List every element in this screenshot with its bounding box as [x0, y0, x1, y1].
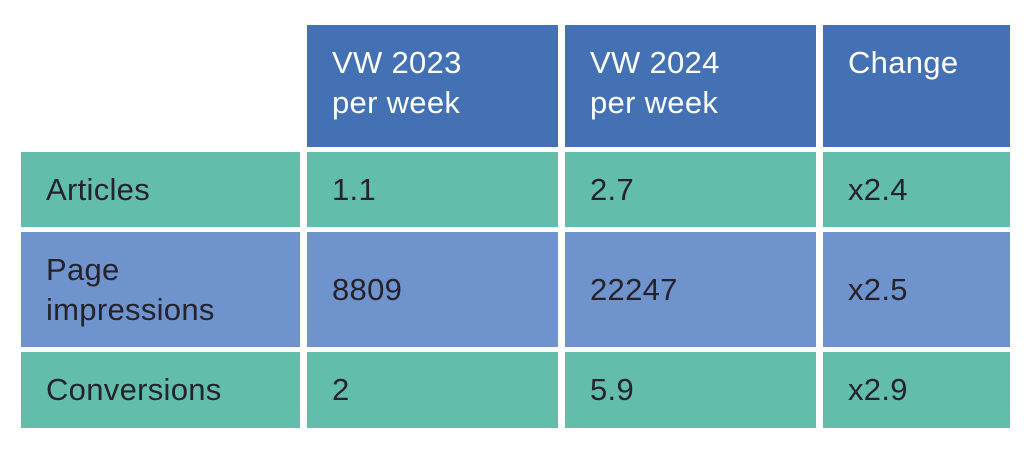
header-cell-change: Change — [823, 25, 1010, 147]
cell-conversions-vw2024: 5.9 — [565, 352, 816, 428]
header-corner-spacer — [21, 25, 300, 147]
row-label-page-impressions: Page impressions — [21, 232, 300, 347]
cell-page-impressions-vw2023: 8809 — [307, 232, 558, 347]
cell-conversions-vw2023: 2 — [307, 352, 558, 428]
cell-articles-vw2023: 1.1 — [307, 152, 558, 227]
cell-articles-vw2024: 2.7 — [565, 152, 816, 227]
cell-articles-change: x2.4 — [823, 152, 1010, 227]
cell-page-impressions-change: x2.5 — [823, 232, 1010, 347]
cell-page-impressions-vw2024: 22247 — [565, 232, 816, 347]
row-label-conversions: Conversions — [21, 352, 300, 428]
header-cell-vw-2024-per-week: VW 2024 per week — [565, 25, 816, 147]
row-label-articles: Articles — [21, 152, 300, 227]
cell-conversions-change: x2.9 — [823, 352, 1010, 428]
metrics-table: VW 2023 per week VW 2024 per week Change… — [21, 25, 1010, 428]
header-cell-vw-2023-per-week: VW 2023 per week — [307, 25, 558, 147]
